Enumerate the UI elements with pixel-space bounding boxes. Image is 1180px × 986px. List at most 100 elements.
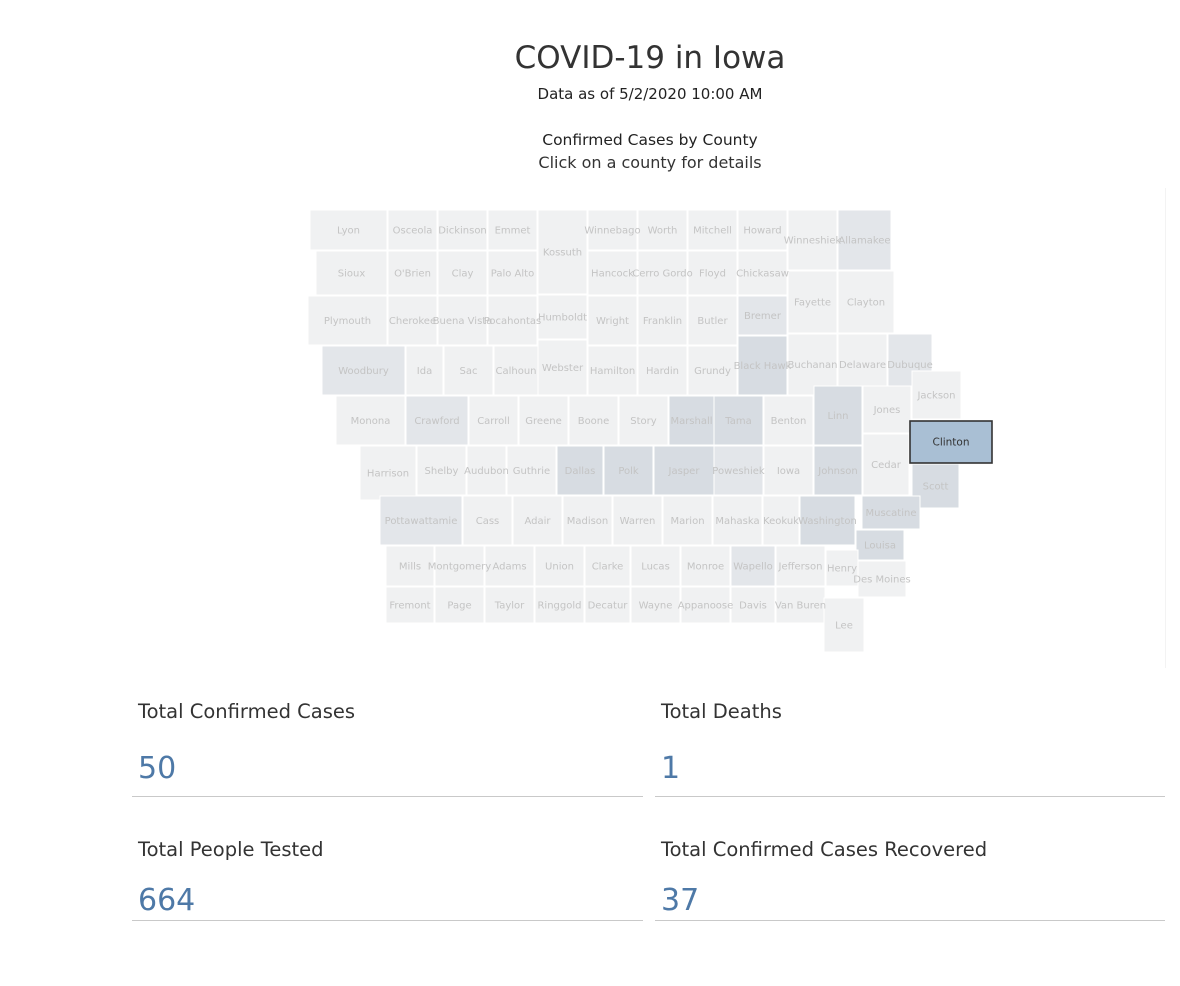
county-lyon[interactable] <box>309 209 388 251</box>
county-plymouth[interactable] <box>307 295 388 346</box>
county-buchanan[interactable] <box>787 333 838 396</box>
county-marshall[interactable] <box>668 395 715 446</box>
county-grundy[interactable] <box>687 345 738 396</box>
county-emmet[interactable] <box>487 209 538 251</box>
county-muscatine[interactable] <box>861 495 921 530</box>
county-mills[interactable] <box>385 545 435 587</box>
county-ringgold[interactable] <box>534 586 585 624</box>
county-o-brien[interactable] <box>387 250 438 296</box>
county-black-hawk[interactable] <box>737 335 788 396</box>
county-jones[interactable] <box>862 385 912 434</box>
county-butler[interactable] <box>687 295 738 346</box>
county-union[interactable] <box>534 545 585 587</box>
county-davis[interactable] <box>730 586 776 624</box>
county-cerro-gordo[interactable] <box>637 250 688 296</box>
county-osceola[interactable] <box>387 209 438 251</box>
iowa-county-map[interactable]: Lyon Osceola Dickinson Emmet Kossuth Winnebag… <box>300 205 1000 660</box>
county-fremont[interactable] <box>385 586 435 624</box>
county-decatur[interactable] <box>584 586 631 624</box>
county-guthrie[interactable] <box>506 445 557 496</box>
county-dickinson[interactable] <box>437 209 488 251</box>
county-crawford[interactable] <box>405 395 469 446</box>
county-palo-alto[interactable] <box>487 250 538 296</box>
county-mitchell[interactable] <box>687 209 738 251</box>
county-cass[interactable] <box>462 495 513 546</box>
county-label-franklin: Franklin <box>643 316 682 327</box>
county-chickasaw[interactable] <box>737 250 788 296</box>
county-johnson[interactable] <box>813 445 863 496</box>
county-cedar[interactable] <box>862 433 910 496</box>
county-clayton[interactable] <box>837 270 895 334</box>
county-adams[interactable] <box>484 545 535 587</box>
county-map-svg[interactable]: Lyon Osceola Dickinson Emmet KossuthWinnebag… <box>300 205 1000 660</box>
county-jefferson[interactable] <box>775 545 826 587</box>
county-poweshiek[interactable] <box>713 445 764 496</box>
county-adair[interactable] <box>512 495 563 546</box>
county-winneshiek[interactable] <box>787 209 838 271</box>
county-pottawattamie[interactable] <box>379 495 463 546</box>
county-taylor[interactable] <box>484 586 535 624</box>
county-shelby[interactable] <box>416 445 467 496</box>
county-hardin[interactable] <box>637 345 688 396</box>
county-sioux[interactable] <box>315 250 388 296</box>
county-madison[interactable] <box>562 495 613 546</box>
county-winnebago[interactable] <box>587 209 638 251</box>
county-van-buren[interactable] <box>775 586 826 624</box>
county-pocahontas[interactable] <box>487 295 538 346</box>
county-iowa[interactable] <box>763 445 814 496</box>
county-audubon[interactable] <box>466 445 507 496</box>
county-tama[interactable] <box>713 395 764 446</box>
county-clay[interactable] <box>437 250 488 296</box>
county-lee[interactable] <box>823 597 865 653</box>
county-jasper[interactable] <box>653 445 715 496</box>
county-hamilton[interactable] <box>587 345 638 396</box>
county-linn[interactable] <box>813 385 863 446</box>
county-warren[interactable] <box>612 495 663 546</box>
county-clinton[interactable] <box>909 420 993 464</box>
county-ida[interactable] <box>405 345 444 396</box>
county-page[interactable] <box>434 586 485 624</box>
county-lucas[interactable] <box>630 545 681 587</box>
county-polk[interactable] <box>603 445 654 496</box>
county-keokuk[interactable] <box>762 495 800 546</box>
county-calhoun[interactable] <box>493 345 539 396</box>
county-wayne[interactable] <box>630 586 681 624</box>
county-worth[interactable] <box>637 209 688 251</box>
county-appanoose[interactable] <box>680 586 731 624</box>
county-webster[interactable] <box>537 339 588 396</box>
county-humboldt[interactable] <box>537 294 588 340</box>
county-greene[interactable] <box>518 395 569 446</box>
county-allamakee[interactable] <box>837 209 892 271</box>
county-henry[interactable] <box>825 549 859 587</box>
county-washington[interactable] <box>799 495 856 546</box>
county-monona[interactable] <box>335 395 406 446</box>
county-clarke[interactable] <box>584 545 631 587</box>
county-bremer[interactable] <box>737 295 788 336</box>
county-woodbury[interactable] <box>321 345 406 396</box>
county-sac[interactable] <box>443 345 494 396</box>
county-jackson[interactable] <box>911 370 962 420</box>
county-mahaska[interactable] <box>712 495 763 546</box>
county-floyd[interactable] <box>687 250 738 296</box>
county-story[interactable] <box>618 395 669 446</box>
county-dallas[interactable] <box>556 445 604 496</box>
county-benton[interactable] <box>763 395 814 446</box>
county-harrison[interactable] <box>359 445 417 501</box>
county-franklin[interactable] <box>637 295 688 346</box>
county-label-tama: Tama <box>724 416 751 427</box>
county-wapello[interactable] <box>730 545 776 587</box>
county-kossuth[interactable] <box>537 209 588 295</box>
county-wright[interactable] <box>587 295 638 346</box>
county-hancock[interactable] <box>587 250 638 296</box>
county-cherokee[interactable] <box>387 295 438 346</box>
county-howard[interactable] <box>737 209 788 251</box>
county-des-moines[interactable] <box>857 560 907 598</box>
county-montgomery[interactable] <box>434 545 485 587</box>
county-marion[interactable] <box>662 495 713 546</box>
county-fayette[interactable] <box>787 270 838 334</box>
county-buena-vista[interactable] <box>437 295 488 346</box>
county-boone[interactable] <box>568 395 619 446</box>
county-monroe[interactable] <box>680 545 731 587</box>
county-louisa[interactable] <box>855 529 905 561</box>
county-carroll[interactable] <box>468 395 519 446</box>
